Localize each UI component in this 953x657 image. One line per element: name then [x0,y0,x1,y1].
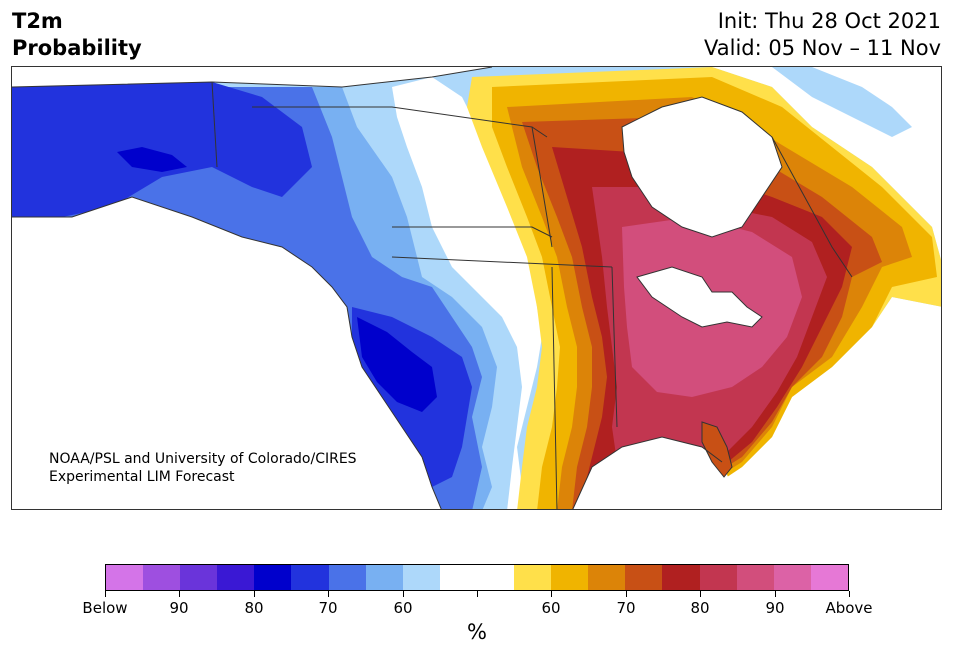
gulf-of-mexico [572,437,746,509]
map-canvas [12,67,941,509]
chart-title: T2m Probability [12,8,142,62]
colorbar-swatch [736,565,774,590]
colorbar-tick-label: 90 [765,599,785,617]
colorbar-swatch [662,565,700,590]
colorbar-tick-label: 60 [541,599,561,617]
colorbar-swatch [402,565,440,590]
pacific-ocean [12,197,442,509]
colorbar-tick [477,591,478,597]
colorbar-swatch [143,565,181,590]
region-below-70 [12,82,312,217]
colorbar-swatch [439,565,477,590]
credit-text: NOAA/PSL and University of Colorado/CIRE… [49,450,357,486]
colorbar-tick-label: 80 [690,599,710,617]
colorbar-tick [700,591,701,597]
colorbar-swatch [106,565,144,590]
colorbar-swatch [625,565,663,590]
colorbar-tick [626,591,627,597]
colorbar-unit: % [467,620,487,644]
forecast-map [11,66,942,510]
colorbar-tick [179,591,180,597]
colorbar-swatch [217,565,255,590]
colorbar-swatch [476,565,515,590]
colorbar-swatch [328,565,366,590]
colorbar-swatch [180,565,218,590]
region-below-80-ak [117,147,187,172]
colorbar-swatch [773,565,811,590]
colorbar-swatch [810,565,848,590]
colorbar-swatch [365,565,403,590]
variable-label: T2m [12,9,63,33]
colorbar-swatch [551,565,589,590]
hudson-bay [621,96,783,238]
date-info: Init: Thu 28 Oct 2021 Valid: 05 Nov – 11… [704,8,941,62]
colorbar-tick [254,591,255,597]
colorbar-tick [551,591,552,597]
init-date: Init: Thu 28 Oct 2021 [717,9,941,33]
colorbar-tick-label: 70 [318,599,338,617]
colorbar-swatch [254,565,292,590]
arctic-ocean [712,67,941,147]
colorbar-swatch [291,565,329,590]
arctic-sea-ice [772,67,912,137]
colorbar-swatch [588,565,626,590]
colorbar-tick-label: Above [825,599,873,617]
great-lakes [636,266,763,328]
credit-line-2: Experimental LIM Forecast [49,469,235,485]
region-below-80-sw [357,317,437,412]
colorbar-swatch [514,565,552,590]
colorbar-tick-label: 60 [393,599,413,617]
colorbar-tick [105,591,106,597]
coastlines [12,67,853,509]
colorbar-tick-label: Below [82,599,128,617]
colorbar [105,564,849,591]
colorbar-tick [403,591,404,597]
valid-range: Valid: 05 Nov – 11 Nov [704,36,941,60]
colorbar-tick [849,591,850,597]
florida [701,421,733,478]
credit-line-1: NOAA/PSL and University of Colorado/CIRE… [49,451,357,467]
colorbar-tick [328,591,329,597]
product-label: Probability [12,36,142,60]
colorbar-tick-label: 70 [616,599,636,617]
colorbar-swatch [699,565,737,590]
colorbar-tick [775,591,776,597]
colorbar-tick-label: 90 [169,599,189,617]
colorbar-tick-label: 80 [244,599,264,617]
